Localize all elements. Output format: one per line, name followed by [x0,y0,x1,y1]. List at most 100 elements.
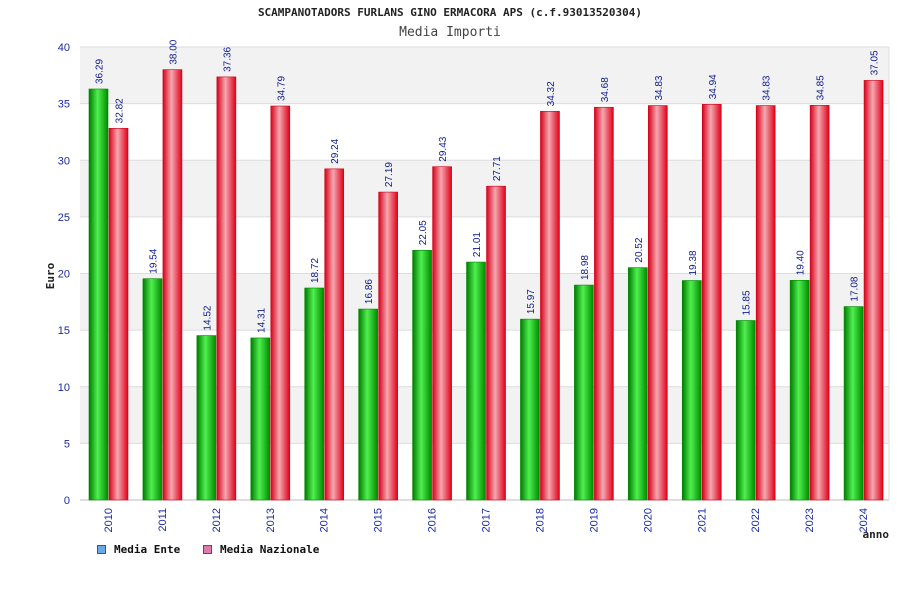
legend-swatch-ente [97,545,106,554]
bar-media-nazionale [162,69,183,501]
bar-media-nazionale [594,106,614,501]
data-label: 34.79 [276,76,287,101]
data-label: 16.86 [364,279,375,304]
x-tick-label: 2015 [373,508,385,532]
data-label: 38.00 [168,39,179,64]
data-label: 19.54 [148,248,159,273]
x-axis-label: anno [863,528,890,541]
data-label: 34.83 [762,75,773,100]
data-label: 32.82 [115,98,126,123]
data-labels: 36.29 32.82 19.54 38.00 14.52 37.36 14.31 34.79… [95,39,881,333]
y-tick-label: 0 [64,495,70,507]
data-label: 34.32 [546,81,557,106]
bar-media-nazionale [648,105,668,501]
bar-media-ente [681,280,702,501]
bar-media-ente [520,318,540,501]
data-label: 29.43 [438,136,449,161]
bar-media-nazionale [486,185,506,501]
bars [88,69,884,501]
x-tick-label: 2017 [481,508,493,532]
x-tick-label: 2021 [696,508,708,532]
data-label: 14.31 [256,307,267,332]
grid-band [80,160,889,217]
bar-media-nazionale [809,105,830,501]
x-tick-label: 2014 [319,508,331,532]
y-tick-label: 10 [58,382,70,394]
data-label: 37.36 [222,46,233,71]
bar-media-ente [304,287,325,501]
x-tick-label: 2022 [750,508,762,532]
data-label: 21.01 [472,232,483,257]
data-label: 34.83 [654,75,665,100]
data-label: 18.98 [580,255,591,280]
bar-media-ente [735,320,756,501]
bar-media-ente [196,335,217,501]
legend-item-ente: Media Ente [97,543,180,556]
data-label: 18.72 [310,258,321,283]
data-label: 17.08 [850,276,861,301]
bar-media-nazionale [324,168,345,501]
data-label: 34.68 [600,77,611,102]
y-tick-label: 5 [64,438,70,450]
bar-media-ente [358,308,378,501]
bar-media-nazionale [863,80,884,501]
data-label: 36.29 [95,59,106,84]
y-tick-label: 15 [58,325,70,337]
data-label: 37.05 [870,50,881,75]
data-label: 27.19 [384,162,395,187]
data-label: 19.38 [688,250,699,275]
bar-media-nazionale [540,111,560,501]
y-tick-label: 35 [58,99,70,111]
data-label: 15.97 [526,289,537,314]
data-label: 34.85 [816,75,827,100]
data-label: 15.85 [742,290,753,315]
bar-media-ente [88,88,109,501]
legend-swatch-nazionale [203,545,212,554]
x-tick-label: 2013 [265,508,277,532]
x-tick-label: 2012 [211,508,223,532]
bar-media-ente [412,249,432,501]
data-label: 20.52 [634,237,645,262]
bar-media-ente [250,337,271,501]
bar-media-nazionale [270,105,291,501]
bar-media-ente [574,284,594,501]
y-tick-label: 20 [58,269,70,281]
data-label: 14.52 [202,305,213,330]
y-axis-ticks: 0 5 10 15 20 25 30 35 40 [58,42,70,507]
legend-label-ente: Media Ente [114,543,181,556]
x-tick-label: 2023 [804,508,816,532]
chart-subtitle: Media Importi [399,25,501,40]
grid-band [80,47,889,104]
bar-media-ente [466,261,486,501]
data-label: 27.71 [492,156,503,181]
bar-media-nazionale [432,166,452,501]
x-tick-label: 2010 [103,508,115,532]
x-tick-label: 2018 [534,508,546,532]
legend-label-nazionale: Media Nazionale [220,543,320,556]
x-tick-label: 2020 [642,508,654,532]
y-tick-label: 40 [58,42,70,54]
bar-media-ente [628,267,648,501]
x-tick-label: 2016 [427,508,439,532]
chart-title: SCAMPANOTADORS FURLANS GINO ERMACORA APS… [257,6,643,19]
data-label: 34.94 [708,74,719,99]
bar-media-ente [142,278,163,501]
y-tick-label: 25 [58,212,70,224]
bar-media-ente [789,279,810,501]
bar-media-nazionale [378,191,398,501]
bar-media-nazionale [216,76,237,501]
bar-media-ente [843,306,864,501]
x-tick-label: 2019 [588,508,600,532]
data-label: 29.24 [330,138,341,163]
bar-media-nazionale [755,105,776,501]
bar-media-nazionale [108,128,129,501]
y-tick-label: 30 [58,155,70,167]
data-label: 19.40 [796,250,807,275]
x-tick-label: 2024 [858,508,870,532]
legend-item-nazionale: Media Nazionale [203,543,319,556]
x-tick-label: 2011 [157,508,169,532]
y-axis-label: Euro [44,262,57,289]
bar-media-nazionale [701,104,722,501]
x-axis-ticks: 2010 2011 2012 2013 2014 2015 2016 2017 2018 2019… [103,508,870,532]
